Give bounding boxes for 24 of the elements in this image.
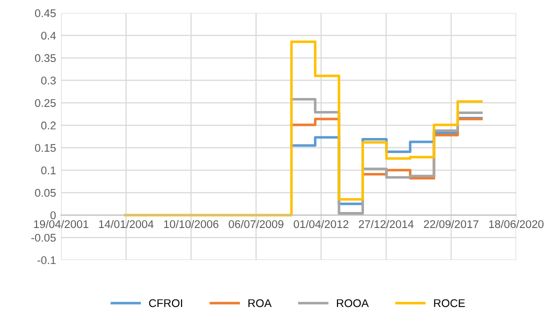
y-tick-label: 0.3 xyxy=(41,76,56,84)
y-tick-label: 0.1 xyxy=(41,166,56,174)
y-tick-label: -0.05 xyxy=(31,234,56,242)
x-tick-label: 14/01/2004 xyxy=(99,220,154,228)
legend-label: ROOA xyxy=(336,299,369,308)
y-tick-label: 0 xyxy=(50,211,56,220)
legend-label: CFROI xyxy=(149,299,182,308)
x-tick-label: 06/07/2009 xyxy=(228,220,284,228)
x-tick-label: 27/12/2014 xyxy=(358,220,414,228)
x-tick-label: 19/04/2001 xyxy=(34,220,88,228)
y-tick-label: 0.25 xyxy=(35,99,56,107)
x-tick-label: 18/06/2020 xyxy=(489,220,544,228)
y-tick-label: 0.15 xyxy=(35,144,56,152)
y-tick-label: 0.2 xyxy=(41,122,56,130)
y-tick-label: 0.05 xyxy=(35,188,56,197)
y-tick-label: -0.1 xyxy=(38,256,56,264)
x-tick-label: 22/09/2017 xyxy=(424,220,478,228)
legend-label: ROA xyxy=(248,299,272,308)
legend-label: ROCE xyxy=(434,299,465,308)
y-tick-label: 0.35 xyxy=(35,54,56,62)
y-tick-label: 0.4 xyxy=(41,32,56,40)
x-tick-label: 10/10/2006 xyxy=(164,220,218,228)
y-tick-label: 0.45 xyxy=(35,9,56,18)
x-tick-label: 01/04/2012 xyxy=(294,220,348,228)
